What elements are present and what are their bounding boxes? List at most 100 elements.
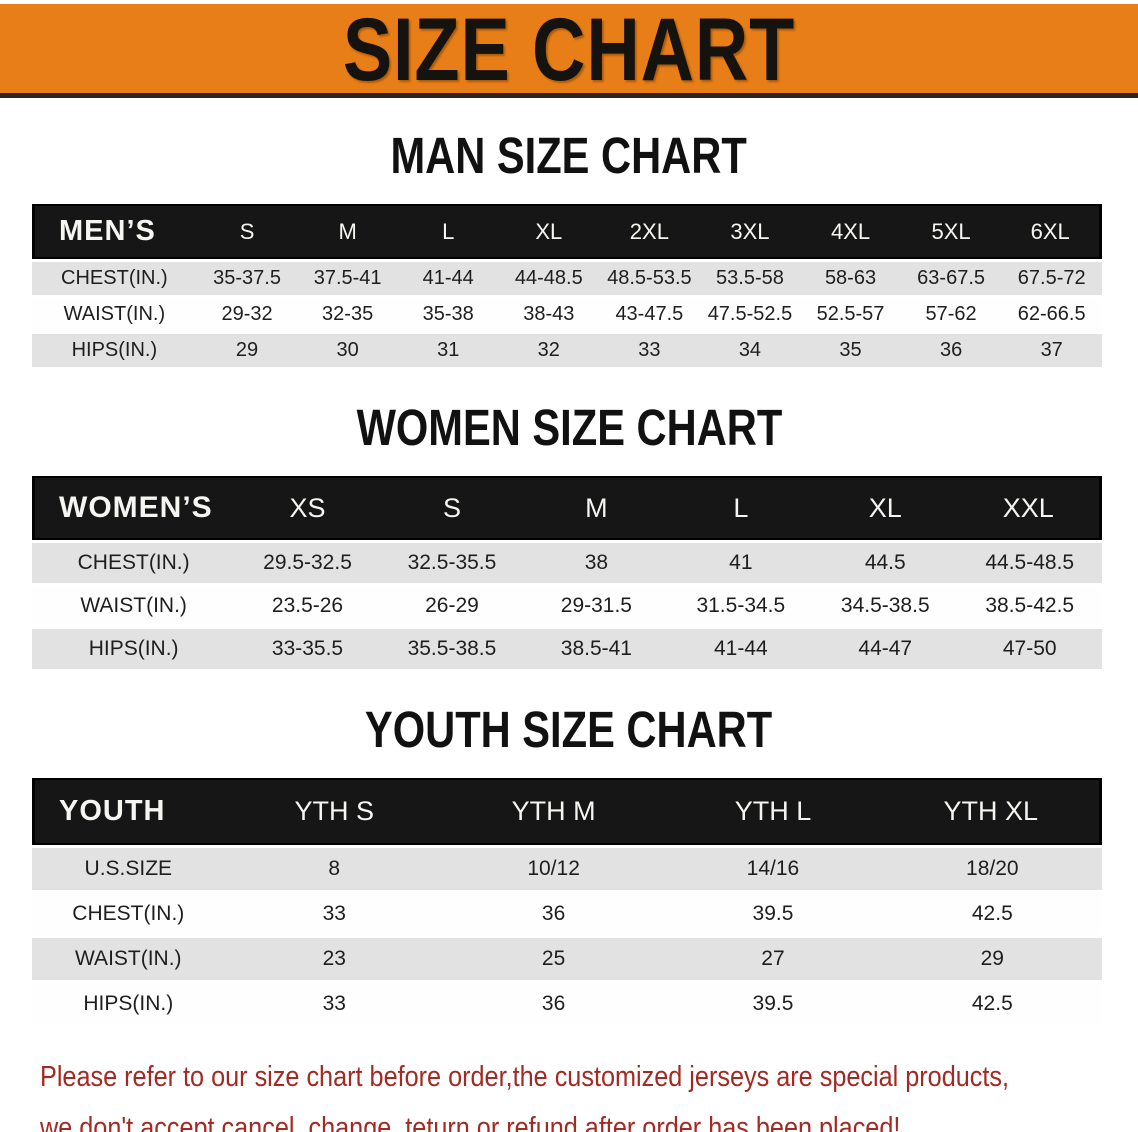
measurement-value: 47-50: [957, 629, 1102, 669]
measurement-value: 31.5-34.5: [668, 586, 814, 626]
measurement-value: 32: [498, 334, 600, 367]
size-header-row: WOMEN’S XS S M L XL XXL: [32, 476, 1102, 540]
measurement-row-label: CHEST(IN.): [32, 543, 236, 583]
measurement-value: 23.5-26: [235, 586, 380, 626]
size-column-header: 5XL: [900, 204, 1002, 259]
size-column-header: XL: [813, 476, 958, 540]
measurement-value: 35-37.5: [196, 262, 298, 295]
measurement-value: 38: [524, 543, 669, 583]
measurement-value: 29-31.5: [524, 586, 669, 626]
measurement-value: 25: [443, 938, 664, 980]
size-column-header: L: [397, 204, 499, 259]
order-notice: Please refer to our size chart before or…: [40, 1054, 1138, 1132]
measurement-value: 36: [900, 334, 1002, 367]
measurement-value: 43-47.5: [599, 298, 700, 331]
size-column-header: S: [379, 476, 525, 540]
measurement-value: 63-67.5: [900, 262, 1002, 295]
section-women: WOMEN SIZE CHART WOMEN’S XS S M L XL XXL CHEST(…: [0, 400, 1138, 672]
size-column-header: 6XL: [1001, 204, 1102, 259]
measurement-value: 29.5-32.5: [235, 543, 380, 583]
measurement-row: U.S.SIZE 8 10/12 14/16 18/20: [32, 848, 1102, 890]
measurement-value: 37.5-41: [297, 262, 398, 295]
measurement-value: 44.5-48.5: [957, 543, 1102, 583]
measurement-row: CHEST(IN.) 35-37.5 37.5-41 41-44 44-48.5 48.5…: [32, 262, 1102, 295]
measurement-row: HIPS(IN.) 33 36 39.5 42.5: [32, 983, 1102, 1025]
section-men: MAN SIZE CHART MEN’S S M L XL 2XL 3XL 4XL 5XL 6XL…: [0, 128, 1138, 370]
measurement-value: 41-44: [668, 629, 814, 669]
measurement-row-label: WAIST(IN.): [32, 586, 236, 626]
table-corner-label: WOMEN’S: [32, 476, 236, 540]
measurement-value: 35-38: [397, 298, 499, 331]
measurement-value: 38.5-41: [524, 629, 669, 669]
measurement-row: HIPS(IN.) 33-35.5 35.5-38.5 38.5-41 41-44 44-…: [32, 629, 1102, 669]
measurement-value: 62-66.5: [1001, 298, 1102, 331]
section-youth: YOUTH SIZE CHART YOUTH YTH S YTH M YTH L YTH…: [0, 702, 1138, 1028]
youth-section-heading: YOUTH SIZE CHART: [0, 702, 1138, 759]
measurement-value: 34.5-38.5: [813, 586, 958, 626]
size-header-row: YOUTH YTH S YTH M YTH L YTH XL: [32, 778, 1102, 845]
measurement-value: 41-44: [397, 262, 499, 295]
size-column-header: S: [196, 204, 298, 259]
women-size-table: WOMEN’S XS S M L XL XXL CHEST(IN.) 29.5-32.5 32.5…: [32, 473, 1102, 672]
measurement-value: 14/16: [663, 848, 883, 890]
measurement-value: 32.5-35.5: [379, 543, 525, 583]
measurement-value: 35.5-38.5: [379, 629, 525, 669]
measurement-value: 39.5: [663, 893, 883, 935]
measurement-value: 37: [1001, 334, 1102, 367]
measurement-value: 35: [800, 334, 901, 367]
measurement-value: 53.5-58: [699, 262, 801, 295]
measurement-value: 33-35.5: [235, 629, 380, 669]
measurement-value: 48.5-53.5: [599, 262, 700, 295]
measurement-value: 23: [224, 938, 444, 980]
measurement-row-label: U.S.SIZE: [32, 848, 225, 890]
size-column-header: YTH XL: [882, 778, 1102, 845]
measurement-row-label: CHEST(IN.): [32, 262, 197, 295]
measurement-row: WAIST(IN.) 23.5-26 26-29 29-31.5 31.5-34.5 34…: [32, 586, 1102, 626]
banner-title: SIZE CHART: [342, 4, 796, 98]
measurement-value: 38-43: [498, 298, 600, 331]
measurement-value: 18/20: [882, 848, 1102, 890]
measurement-value: 33: [224, 893, 444, 935]
size-column-header: YTH M: [443, 778, 664, 845]
size-header-row: MEN’S S M L XL 2XL 3XL 4XL 5XL 6XL: [32, 204, 1102, 259]
table-corner-label: YOUTH: [32, 778, 225, 845]
size-column-header: XL: [498, 204, 600, 259]
measurement-value: 44-47: [813, 629, 958, 669]
measurement-row: WAIST(IN.) 29-32 32-35 35-38 38-43 43-47.5 47.…: [32, 298, 1102, 331]
measurement-value: 47.5-52.5: [699, 298, 801, 331]
size-column-header: 3XL: [699, 204, 801, 259]
measurement-value: 52.5-57: [800, 298, 901, 331]
men-size-table: MEN’S S M L XL 2XL 3XL 4XL 5XL 6XL CHEST(IN.) 35-37…: [32, 201, 1102, 370]
measurement-value: 10/12: [443, 848, 664, 890]
measurement-value: 27: [663, 938, 883, 980]
measurement-value: 39.5: [663, 983, 883, 1025]
size-chart-content: MAN SIZE CHART MEN’S S M L XL 2XL 3XL 4XL 5XL 6XL…: [0, 128, 1138, 1028]
measurement-value: 38.5-42.5: [957, 586, 1102, 626]
measurement-row-label: CHEST(IN.): [32, 893, 225, 935]
measurement-row: CHEST(IN.) 33 36 39.5 42.5: [32, 893, 1102, 935]
size-column-header: M: [524, 476, 669, 540]
measurement-value: 34: [699, 334, 801, 367]
measurement-row: WAIST(IN.) 23 25 27 29: [32, 938, 1102, 980]
size-column-header: M: [297, 204, 398, 259]
size-column-header: 4XL: [800, 204, 901, 259]
notice-line-2: we don't accept cancel, change, teturn o…: [40, 1105, 1138, 1132]
table-corner-label: MEN’S: [32, 204, 197, 259]
women-section-heading: WOMEN SIZE CHART: [0, 399, 1138, 457]
size-column-header: YTH S: [224, 778, 444, 845]
measurement-value: 44.5: [813, 543, 958, 583]
measurement-value: 42.5: [882, 983, 1102, 1025]
men-section-heading: MAN SIZE CHART: [0, 128, 1138, 185]
notice-line-1-text: Please refer to our size chart before or…: [40, 1061, 1010, 1093]
women-section-heading-text: WOMEN SIZE CHART: [356, 399, 782, 457]
notice-line-1: Please refer to our size chart before or…: [40, 1054, 1138, 1105]
measurement-value: 36: [443, 983, 664, 1025]
measurement-row: CHEST(IN.) 29.5-32.5 32.5-35.5 38 41 44.5 44.5…: [32, 543, 1102, 583]
measurement-value: 42.5: [882, 893, 1102, 935]
measurement-value: 31: [397, 334, 499, 367]
size-column-header: 2XL: [599, 204, 700, 259]
measurement-value: 29-32: [196, 298, 298, 331]
measurement-value: 58-63: [800, 262, 901, 295]
measurement-value: 8: [224, 848, 444, 890]
measurement-value: 32-35: [297, 298, 398, 331]
